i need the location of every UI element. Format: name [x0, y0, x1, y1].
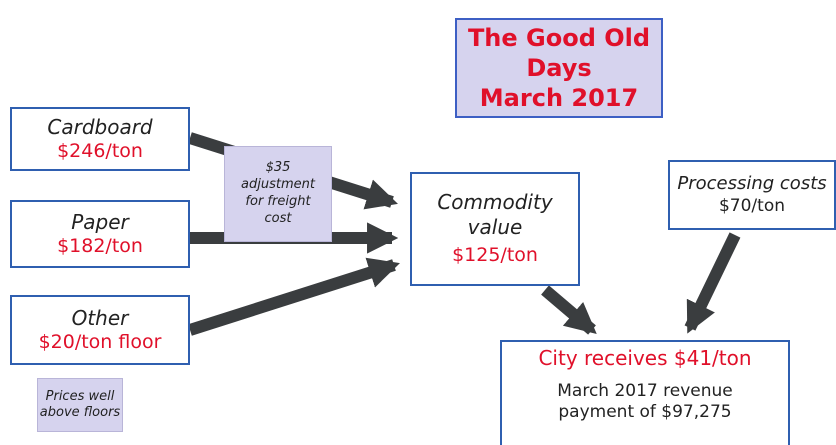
commodity-box: Commodity value $125/ton — [410, 172, 580, 286]
note-line: $35 — [265, 160, 291, 176]
arrow — [188, 257, 400, 336]
source-price: $246/ton — [57, 139, 143, 162]
note-line: cost — [264, 210, 292, 226]
source-price: $20/ton floor — [38, 330, 162, 353]
source-label: Paper — [71, 209, 129, 234]
floor-note: Prices well above floors — [37, 378, 123, 432]
note-line: Prices well — [45, 388, 115, 404]
result-line: March 2017 revenue — [557, 381, 733, 401]
arrow — [541, 285, 597, 335]
title-box: The Good Old Days March 2017 — [455, 18, 663, 118]
title-line: March 2017 — [479, 84, 639, 112]
note-line: above floors — [39, 405, 121, 420]
result-line: payment of $97,275 — [558, 402, 732, 423]
source-box: Paper $182/ton — [10, 200, 190, 268]
source-box: Cardboard $246/ton — [10, 107, 190, 171]
result-box: City receives $41/ton March 2017 revenue… — [500, 340, 790, 445]
note-line: for freight — [245, 194, 311, 209]
source-box: Other $20/ton floor — [10, 295, 190, 365]
processing-price: $70/ton — [718, 195, 786, 216]
commodity-line: value — [467, 215, 523, 240]
result-headline: City receives $41/ton — [538, 346, 752, 370]
title-line: The Good Old Days — [467, 24, 651, 82]
processing-box: Processing costs $70/ton — [668, 160, 836, 230]
note-line: adjustment — [241, 177, 315, 193]
commodity-price: $125/ton — [452, 244, 538, 267]
commodity-line: Commodity — [437, 190, 553, 215]
arrow — [684, 232, 741, 334]
processing-label: Processing costs — [677, 173, 827, 195]
source-price: $182/ton — [57, 234, 143, 257]
source-label: Other — [71, 305, 129, 330]
source-label: Cardboard — [47, 114, 153, 139]
freight-note: $35 adjustment for freight cost — [224, 146, 332, 242]
